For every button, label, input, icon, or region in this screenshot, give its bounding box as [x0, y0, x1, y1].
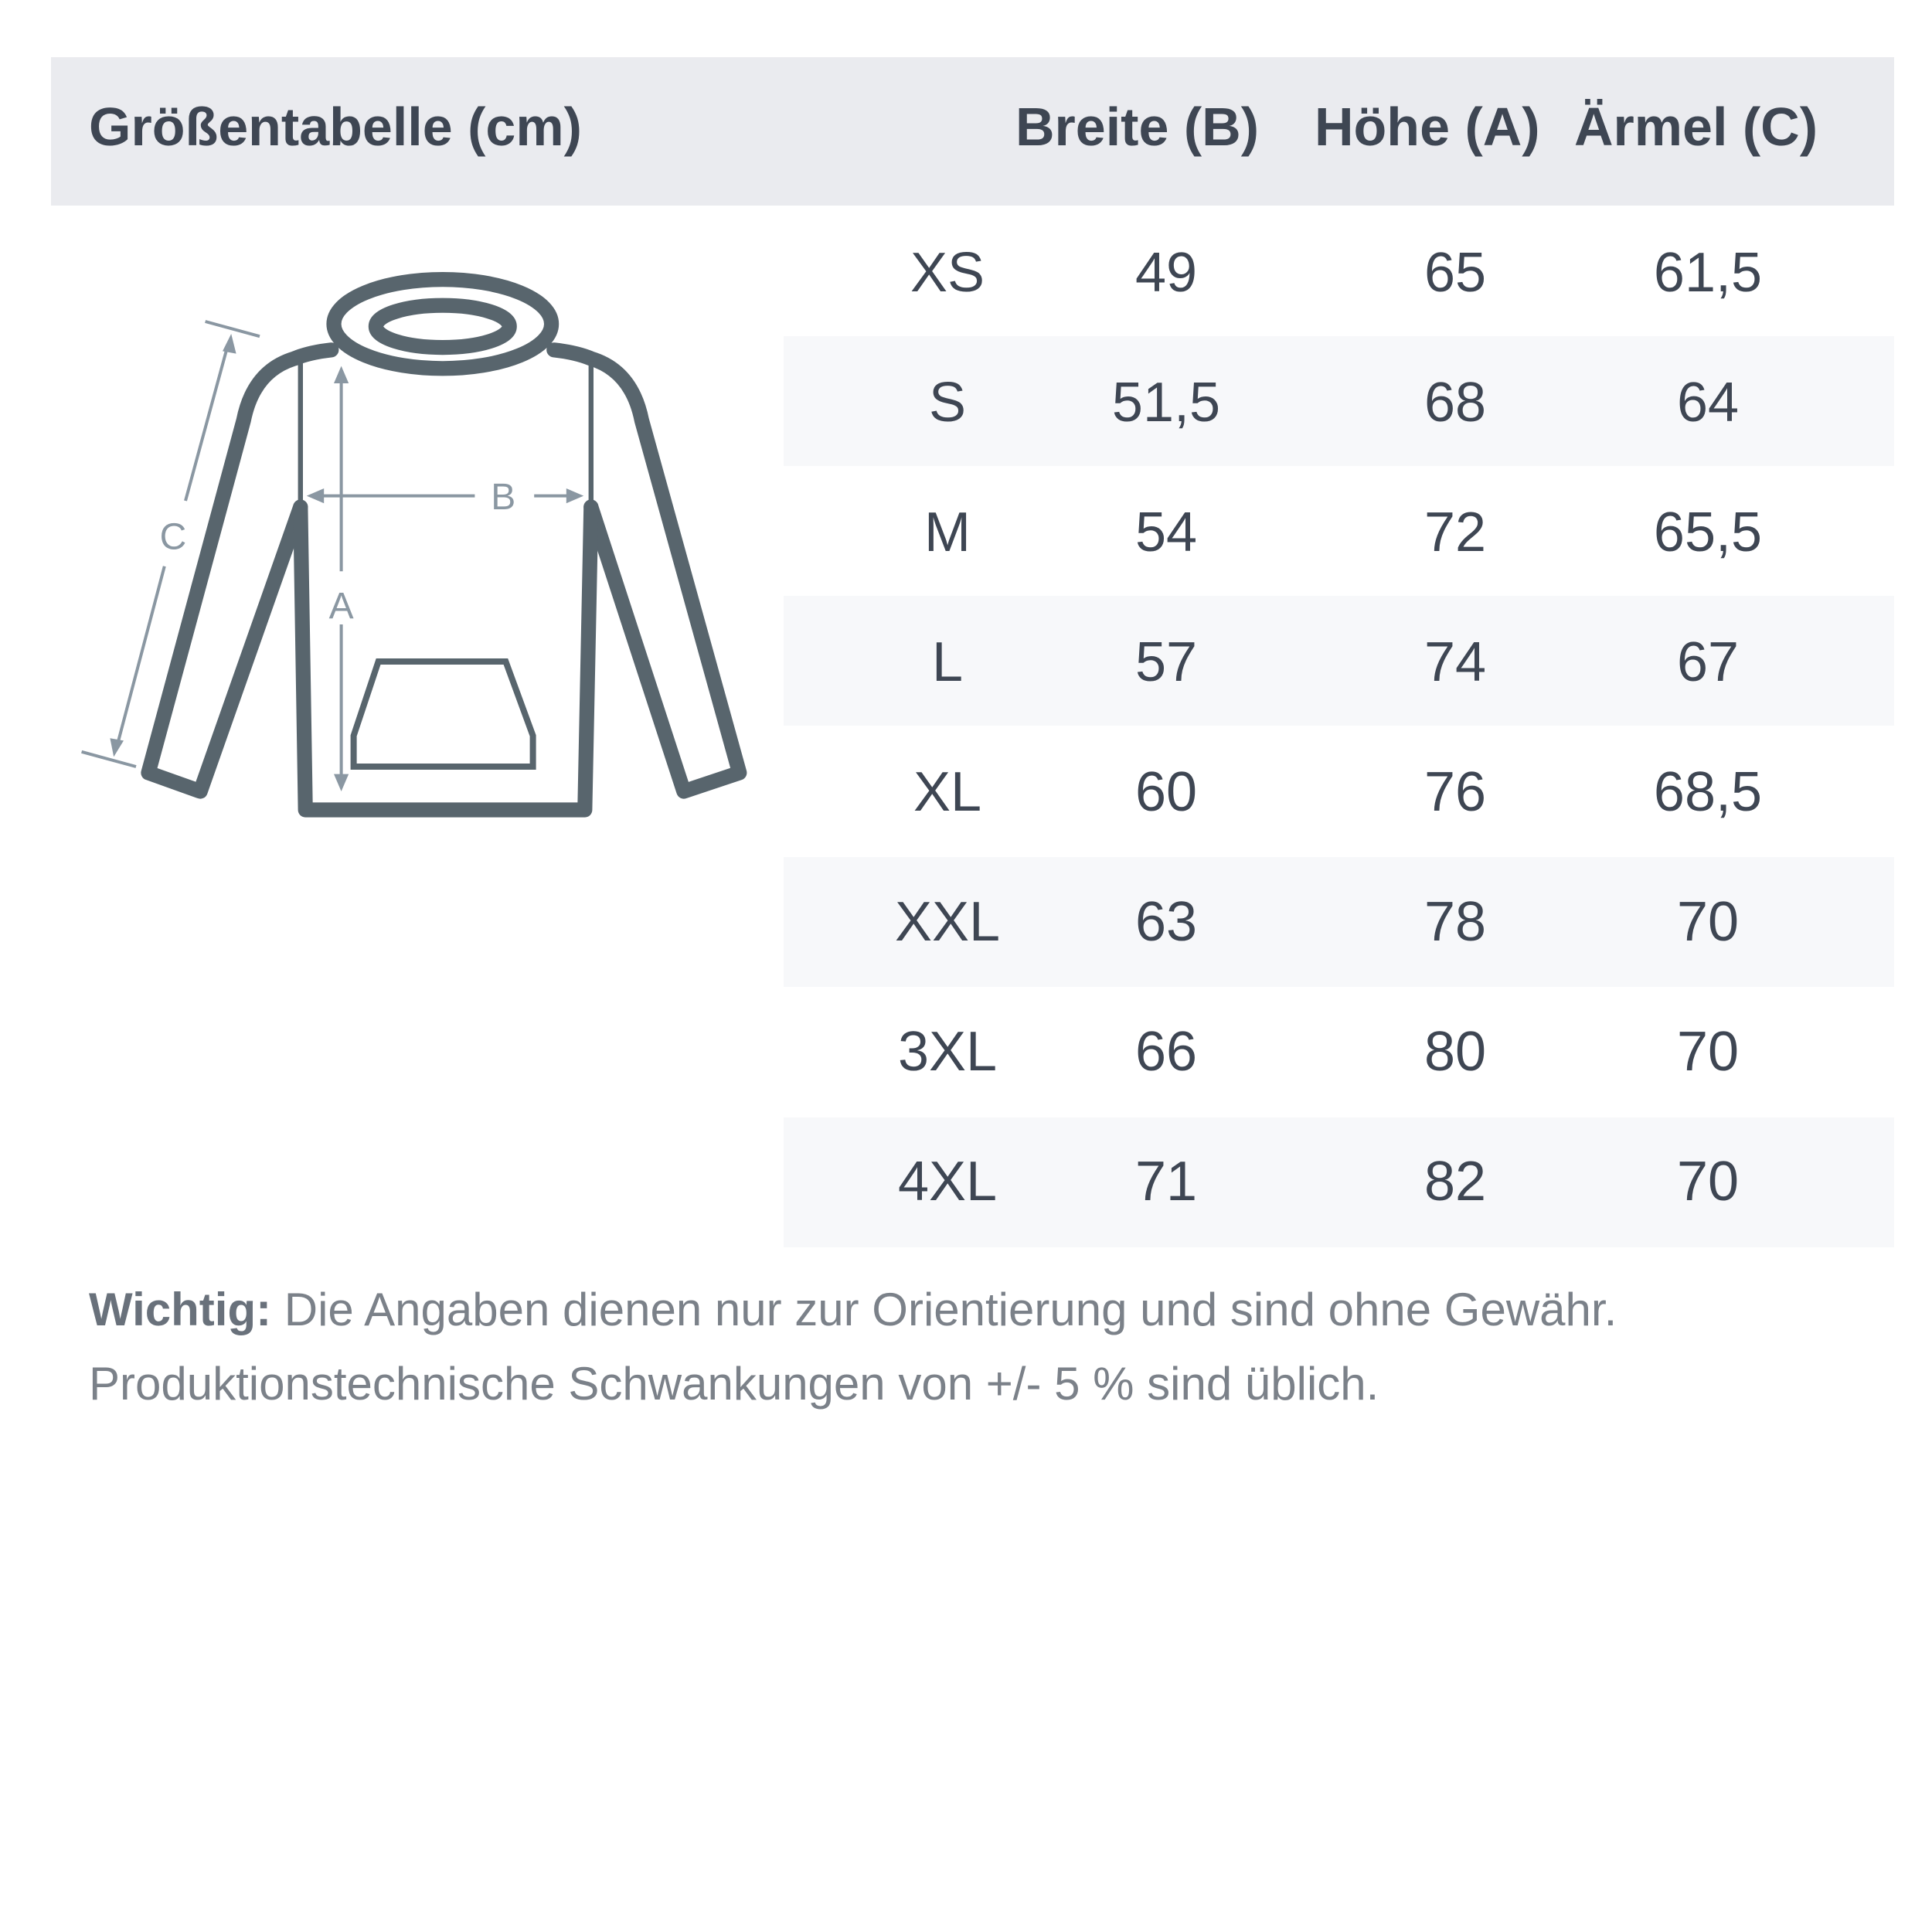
size-label: M — [924, 502, 971, 563]
cell-hoehe: 82 — [1423, 1151, 1487, 1213]
column-header-aermel: Ärmel (C) — [1574, 97, 1818, 157]
size-label: L — [931, 631, 964, 693]
cell-hoehe: 80 — [1423, 1021, 1487, 1083]
size-label: XL — [913, 761, 982, 823]
column-header-hoehe: Höhe (A) — [1315, 97, 1540, 157]
size-label: 3XL — [897, 1021, 998, 1083]
cell-aermel: 70 — [1676, 1151, 1740, 1213]
size-label: XS — [910, 242, 985, 304]
label-a: A — [329, 586, 354, 627]
note-line-2: Produktionstechnische Schwankungen von +… — [89, 1358, 1379, 1410]
cell-aermel: 70 — [1676, 1021, 1740, 1083]
hoodie-diagram: B A C — [81, 272, 747, 818]
note-text-1: Die Angaben dienen nur zur Orientierung … — [284, 1284, 1617, 1335]
row-stripe — [784, 857, 1894, 987]
cell-aermel: 64 — [1676, 372, 1740, 434]
label-c: C — [160, 516, 187, 557]
pocket — [350, 658, 536, 770]
hoodie-outline — [141, 272, 747, 818]
size-label: 4XL — [897, 1151, 998, 1213]
cell-hoehe: 76 — [1423, 761, 1487, 823]
cell-hoehe: 78 — [1423, 891, 1487, 953]
column-header-breite: Breite (B) — [1015, 97, 1260, 157]
cell-hoehe: 72 — [1423, 502, 1487, 563]
cell-breite: 66 — [1134, 1021, 1198, 1083]
measure-lines — [81, 320, 584, 791]
size-label: XXL — [894, 891, 1001, 953]
note-line-1: Wichtig: Die Angaben dienen nur zur Orie… — [89, 1283, 1617, 1336]
cell-aermel: 65,5 — [1653, 502, 1763, 563]
cell-breite: 51,5 — [1111, 372, 1221, 434]
row-stripe — [784, 1117, 1894, 1247]
label-b: B — [491, 477, 515, 518]
size-label: S — [928, 372, 967, 434]
row-stripe — [784, 336, 1894, 466]
cell-aermel: 68,5 — [1653, 761, 1763, 823]
cell-hoehe: 74 — [1423, 631, 1487, 693]
cell-aermel: 67 — [1676, 631, 1740, 693]
inner-lines — [298, 361, 594, 507]
cell-breite: 60 — [1134, 761, 1198, 823]
cell-hoehe: 65 — [1423, 242, 1487, 304]
cell-aermel: 70 — [1676, 891, 1740, 953]
row-stripe — [784, 596, 1894, 726]
cell-breite: 54 — [1134, 502, 1198, 563]
cell-breite: 63 — [1134, 891, 1198, 953]
cell-aermel: 61,5 — [1653, 242, 1763, 304]
cell-breite: 57 — [1134, 631, 1198, 693]
cell-hoehe: 68 — [1423, 372, 1487, 434]
table-header — [51, 57, 1894, 206]
cell-breite: 71 — [1134, 1151, 1198, 1213]
cell-breite: 49 — [1134, 242, 1198, 304]
page-title: Größentabelle (cm) — [89, 97, 582, 157]
note-label: Wichtig: — [89, 1284, 272, 1335]
